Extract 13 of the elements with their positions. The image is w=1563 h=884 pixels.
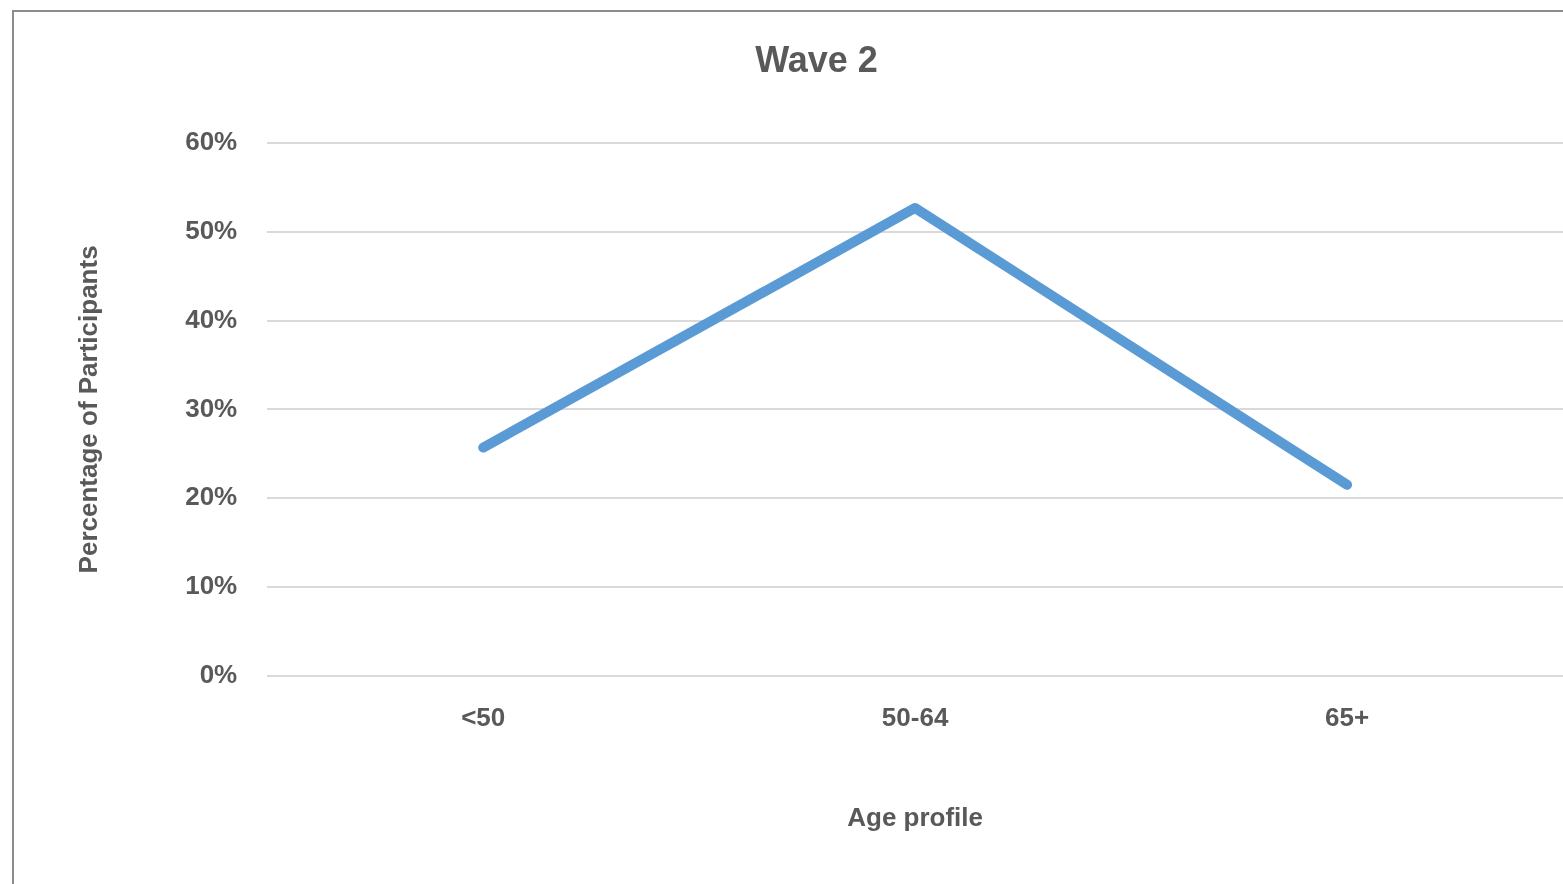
y-tick-label: 20% bbox=[185, 481, 238, 512]
y-tick-label: 50% bbox=[185, 215, 238, 246]
x-tick-label: 50-64 bbox=[881, 702, 949, 733]
x-axis-title: Age profile bbox=[847, 801, 984, 832]
chart-title: Wave 2 bbox=[755, 38, 878, 80]
y-tick-label: 10% bbox=[185, 570, 238, 601]
x-tick-label: 65+ bbox=[1324, 702, 1370, 733]
y-axis-title: Percentage of Participants bbox=[72, 245, 103, 574]
x-tick-label: <50 bbox=[461, 702, 506, 733]
y-tick-label: 30% bbox=[185, 392, 238, 423]
y-tick-label: 40% bbox=[185, 303, 238, 334]
y-tick-label: 0% bbox=[199, 658, 238, 689]
y-tick-label: 60% bbox=[185, 126, 238, 157]
